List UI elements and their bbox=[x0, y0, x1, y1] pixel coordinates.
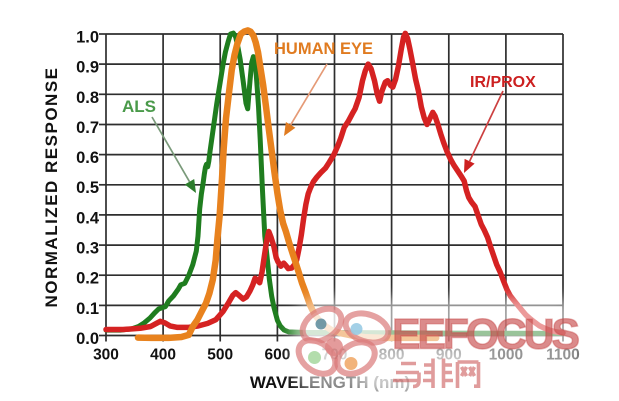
svg-text:1.0: 1.0 bbox=[76, 29, 99, 47]
svg-text:0.7: 0.7 bbox=[76, 119, 99, 137]
svg-text:0.9: 0.9 bbox=[76, 59, 99, 77]
svg-text:0.5: 0.5 bbox=[76, 179, 99, 197]
svg-text:0.4: 0.4 bbox=[76, 209, 100, 227]
svg-text:400: 400 bbox=[150, 347, 176, 364]
svg-text:0.2: 0.2 bbox=[76, 270, 99, 288]
svg-text:0.0: 0.0 bbox=[76, 330, 99, 348]
svg-text:NORMALIZED RESPONSE: NORMALIZED RESPONSE bbox=[42, 66, 61, 307]
svg-text:0.6: 0.6 bbox=[76, 149, 99, 167]
svg-text:HUMAN EYE: HUMAN EYE bbox=[274, 40, 373, 58]
svg-text:0.1: 0.1 bbox=[76, 300, 99, 318]
svg-text:EEFOCUS: EEFOCUS bbox=[392, 311, 580, 359]
svg-text:500: 500 bbox=[207, 347, 233, 364]
svg-text:IR/PROX: IR/PROX bbox=[470, 74, 536, 91]
svg-text:600: 600 bbox=[264, 347, 290, 364]
svg-text:ALS: ALS bbox=[122, 97, 156, 116]
svg-text:0.8: 0.8 bbox=[76, 89, 99, 107]
svg-text:300: 300 bbox=[93, 347, 119, 364]
svg-text:0.3: 0.3 bbox=[76, 240, 99, 258]
